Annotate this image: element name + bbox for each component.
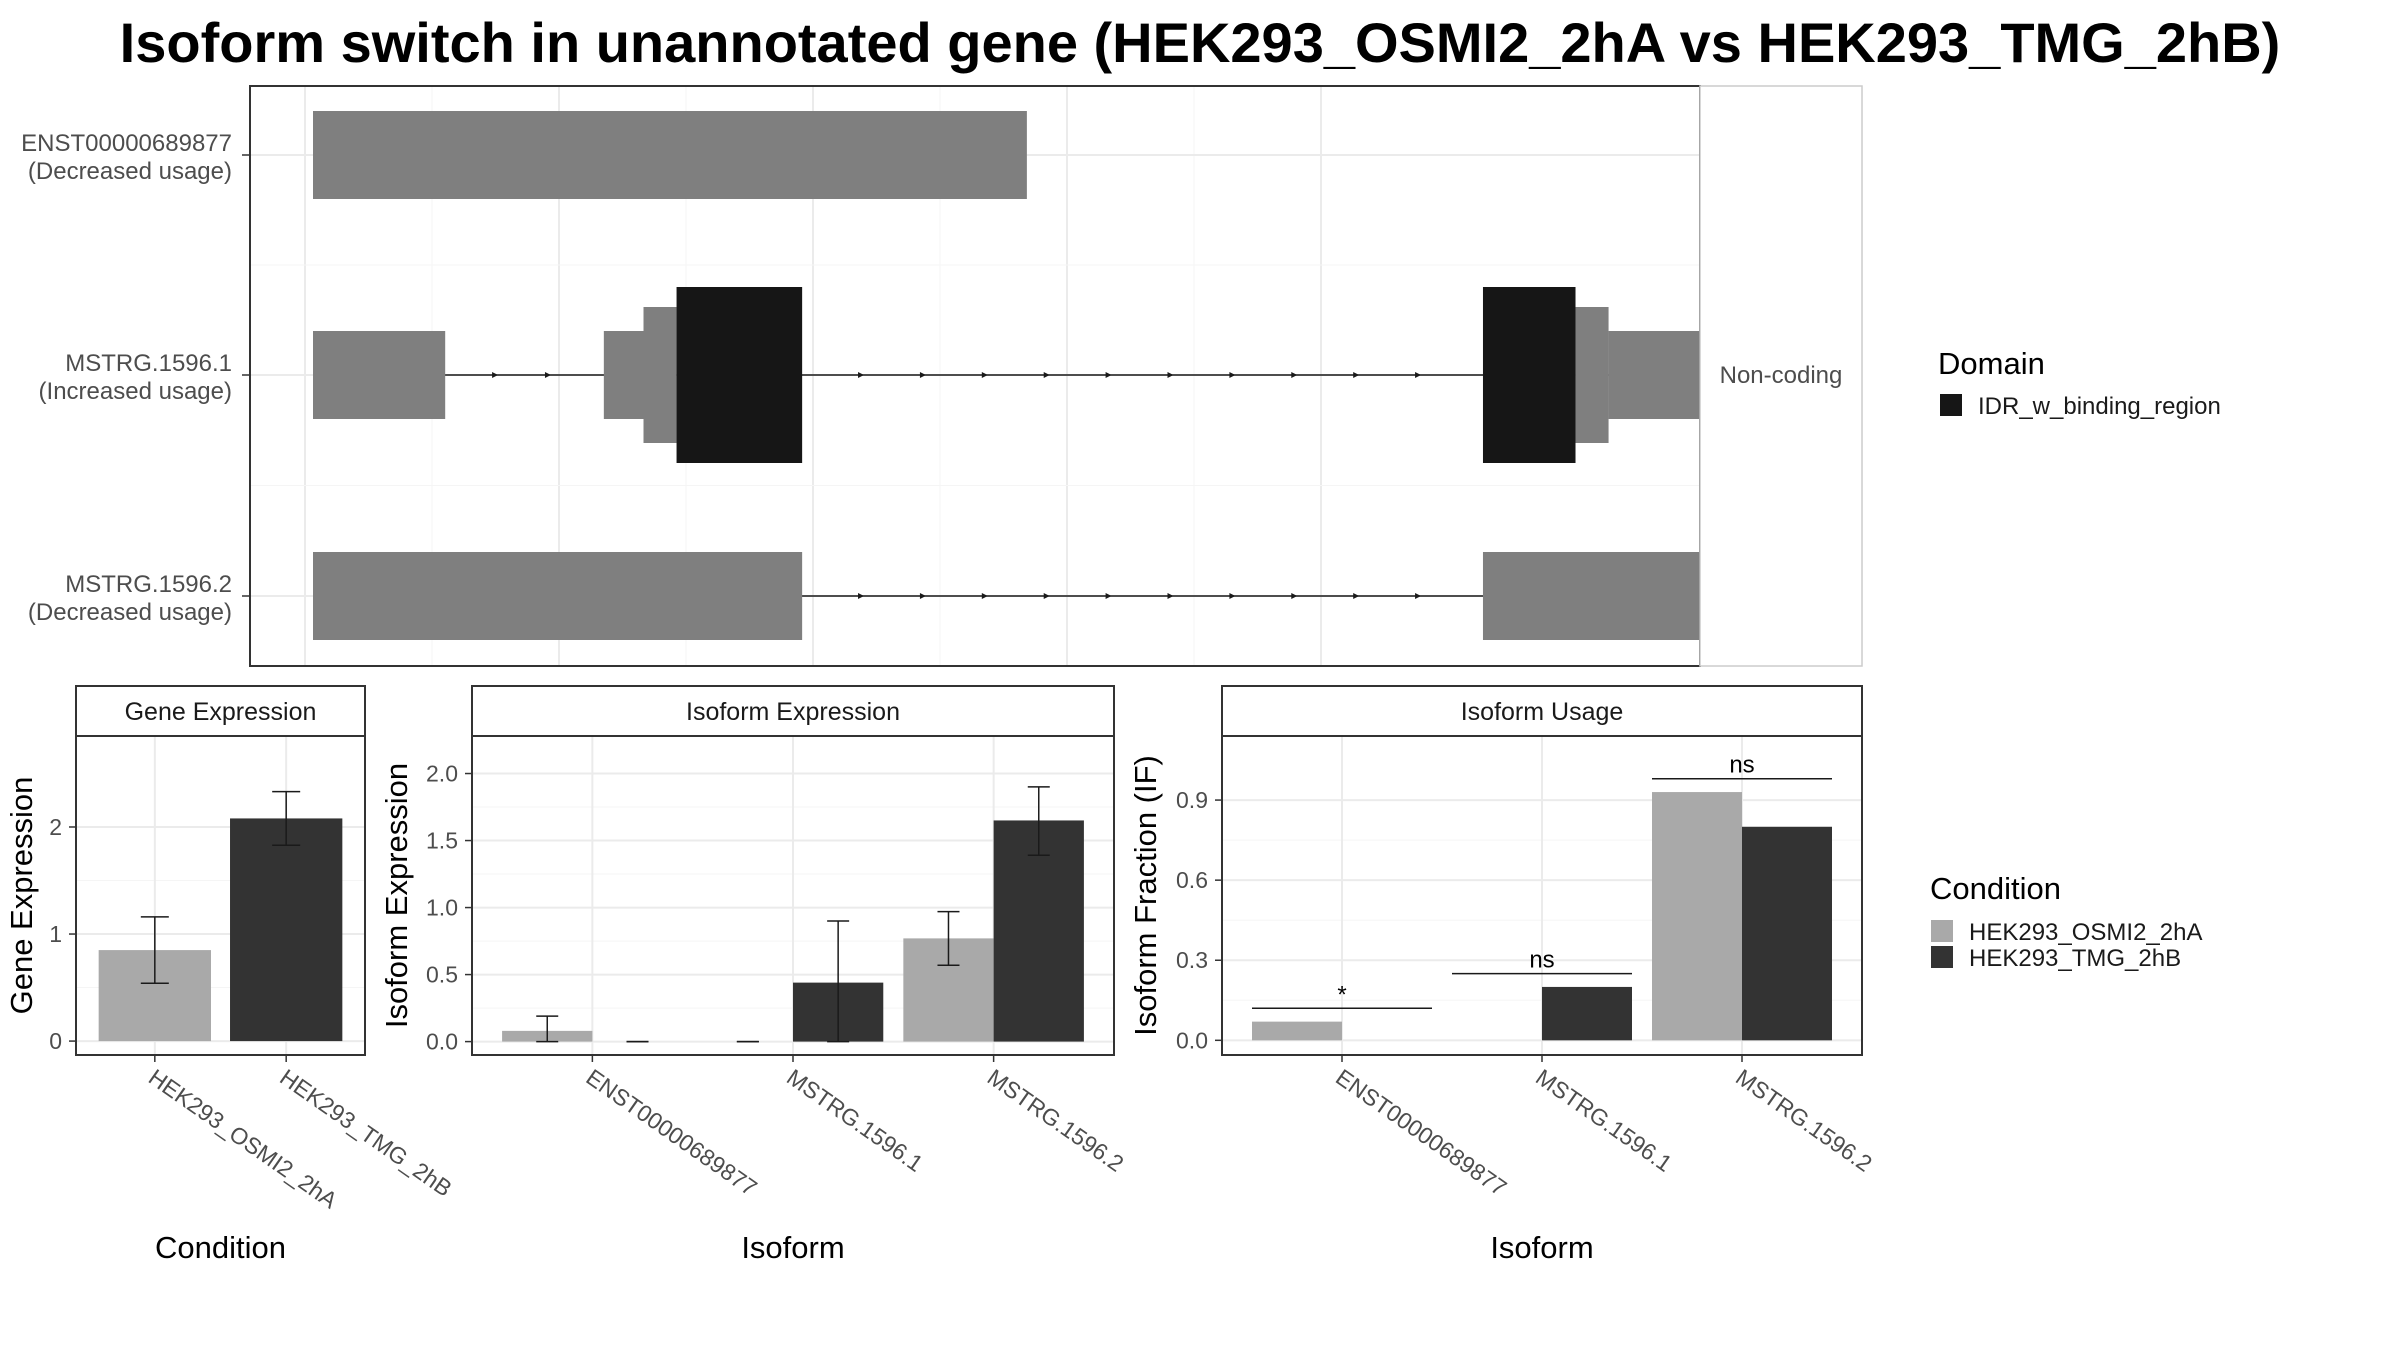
domain-block [676,287,803,463]
y-tick-label: 1.0 [426,895,458,921]
exon-block [313,331,446,419]
strip [1221,685,1863,737]
direction-arrow [1167,593,1174,599]
x-axis-title: Isoform [741,1230,844,1265]
exon-block [603,331,644,419]
y-axis-title: Gene Expression [4,777,39,1015]
y-tick-label: 2.0 [426,761,458,787]
x-tick-label: MSTRG.1596.1 [782,1064,928,1177]
strip-label: Gene Expression [125,698,317,726]
figure-title: Isoform switch in unannotated gene (HEK2… [120,11,2281,74]
direction-arrow [1415,593,1422,599]
transcript-MSTRG.1596.1 [313,287,1715,463]
y-axis-title: Isoform Fraction (IF) [1128,755,1163,1036]
transcript-usage-label: (Increased usage) [39,378,232,405]
direction-arrow [1105,593,1112,599]
direction-arrow [858,372,865,378]
y-tick-label: 1.5 [426,828,458,854]
legends: Domain IDR_w_binding_region Condition HEK29… [1930,346,2221,972]
direction-arrow [981,593,988,599]
exon-block [1575,307,1609,443]
domain-legend-title: Domain [1938,346,2045,381]
x-axis-title: Isoform [1490,1230,1593,1265]
transcript-usage-label: (Decreased usage) [28,599,232,626]
direction-arrow [981,372,988,378]
domain-legend-label: IDR_w_binding_region [1978,393,2221,420]
bar-HEK293_TMG_2hB [1742,826,1832,1041]
significance-label: ns [1729,752,1754,779]
condition-legend-label: HEK293_OSMI2_2hA [1969,919,2202,946]
direction-arrow [1353,593,1360,599]
bar-HEK293_TMG_2hB [230,818,343,1042]
condition-legend-label: HEK293_TMG_2hB [1969,945,2181,972]
bar-HEK293_TMG_2hB [993,820,1084,1042]
direction-arrow [919,593,926,599]
y-tick-label: 0 [49,1028,62,1054]
strip [75,685,366,737]
direction-arrow [1229,372,1236,378]
x-axis-title: Condition [155,1230,286,1265]
significance-label: ns [1529,947,1554,974]
y-tick-label: 0.3 [1176,947,1208,973]
exon-block [313,552,803,640]
strip-label: Isoform Expression [686,698,900,726]
condition-legend-swatch [1931,920,1953,942]
direction-arrow [919,372,926,378]
direction-arrow [492,372,499,378]
strip-label: Isoform Usage [1461,698,1624,726]
direction-arrow [1167,372,1174,378]
domain-block [1482,287,1576,463]
significance-label: * [1337,981,1346,1008]
x-tick-label: ENST00000689877 [582,1064,762,1201]
exon-block [313,111,1027,199]
y-tick-label: 1 [49,921,62,947]
bar-HEK293_OSMI2_2hA [1652,792,1742,1041]
transcript-label: ENST00000689877 [21,130,232,157]
exon-block [1608,331,1715,419]
y-tick-label: 0.0 [426,1029,458,1055]
x-tick-label: MSTRG.1596.1 [1531,1064,1677,1177]
y-tick-label: 0.0 [1176,1027,1208,1053]
direction-arrow [1415,372,1422,378]
x-tick-label: ENST00000689877 [1331,1064,1511,1201]
gene-structure-panel: ENST00000689877(Decreased usage)MSTRG.15… [21,85,1863,667]
direction-arrow [544,372,551,378]
condition-legend-swatch [1931,946,1953,968]
direction-arrow [1291,372,1298,378]
transcript-ENST00000689877 [313,111,1027,199]
exon-block [1482,552,1708,640]
y-tick-label: 0.5 [426,962,458,988]
bar-HEK293_TMG_2hB [1542,986,1632,1041]
direction-arrow [1353,372,1360,378]
isoform-usage-panel: 0.0 0.3 0.6 0.9 * ns ns Isoform Usage ENST000006… [1128,685,1877,1265]
facet-label: Non-coding [1720,362,1843,389]
y-tick-label: 0.6 [1176,867,1208,893]
direction-arrow [1291,593,1298,599]
transcript-label: MSTRG.1596.2 [65,571,232,598]
y-axis-title: Isoform Expression [379,763,414,1028]
isoform-expression-panel: 0.0 0.5 1.0 1.5 2.0 Isoform Expression ENST000… [379,685,1129,1265]
domain-legend-swatch [1940,394,1962,416]
direction-arrow [858,593,865,599]
direction-arrow [1043,372,1050,378]
transcript-MSTRG.1596.2 [313,552,1708,640]
strip [471,685,1115,737]
x-tick-label: MSTRG.1596.2 [983,1064,1129,1177]
condition-legend-title: Condition [1930,871,2061,906]
direction-arrow [1043,593,1050,599]
y-tick-label: 2 [49,814,62,840]
exon-block [643,307,677,443]
bar-HEK293_OSMI2_2hA [1252,1021,1342,1041]
facet-strip [1699,85,1863,667]
y-tick-label: 0.9 [1176,787,1208,813]
direction-arrow [1229,593,1236,599]
x-tick-label: MSTRG.1596.2 [1731,1064,1877,1177]
direction-arrow [1105,372,1112,378]
transcript-usage-label: (Decreased usage) [28,158,232,185]
transcript-label: MSTRG.1596.1 [65,350,232,377]
